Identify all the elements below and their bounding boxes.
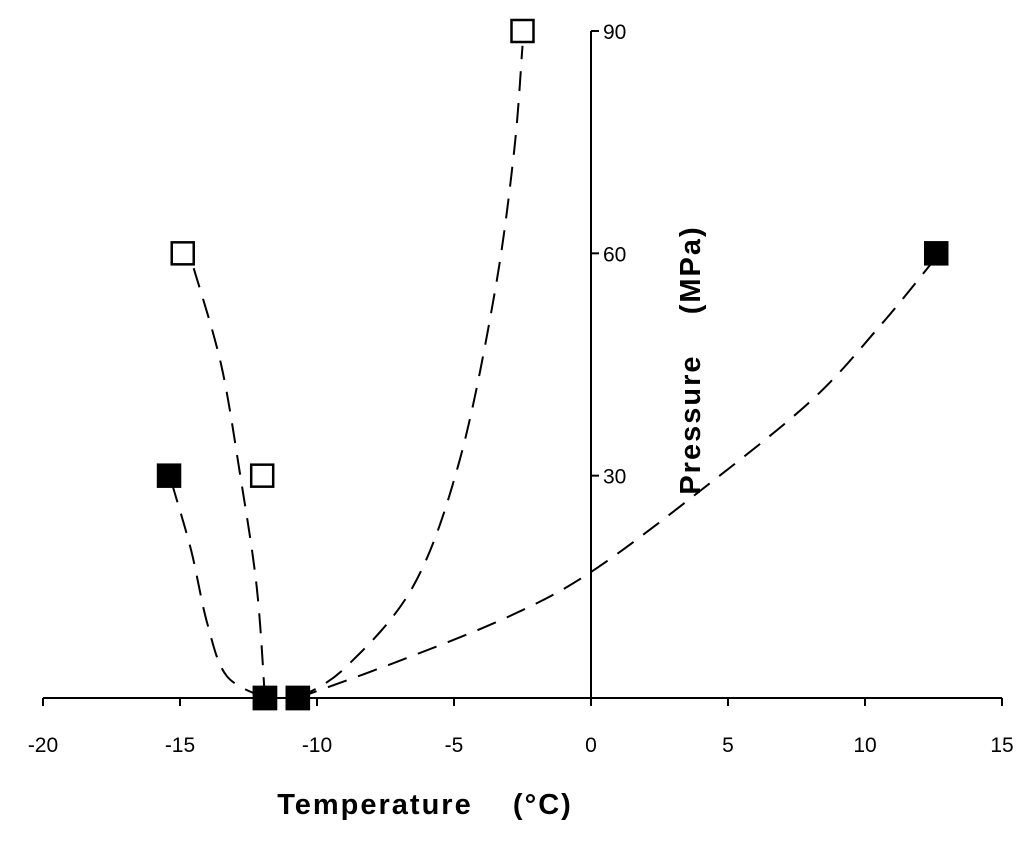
y-tick-label: 90 (603, 21, 626, 44)
x-tick-label: -5 (445, 734, 464, 757)
open-square-marker (170, 241, 195, 266)
x-axis-title: Temperature (°C) (277, 789, 573, 821)
x-tick-label: 0 (585, 734, 597, 757)
open-square-marker (510, 18, 535, 44)
x-tick-label: -10 (302, 734, 332, 757)
y-tick-label: 30 (603, 466, 626, 489)
filled-square-marker (156, 463, 182, 488)
trend-curve-3 (297, 45, 524, 699)
x-tick-label: 5 (722, 734, 734, 757)
open-square-marker (249, 463, 275, 488)
axes (43, 31, 1002, 699)
ticks: -20 -15 -10 -5 0 5 10 15 30 60 90 (28, 21, 1014, 757)
filled-square-marker (285, 685, 311, 711)
y-tick-label: 60 (603, 243, 626, 266)
x-tick-label: -15 (165, 734, 195, 757)
trend-curves (170, 45, 935, 699)
trend-curve-4 (297, 260, 935, 699)
data-markers (156, 18, 949, 711)
filled-square-marker (923, 241, 949, 266)
y-axis-title: Pressure (MPa) (675, 225, 707, 494)
x-tick-label: 15 (990, 734, 1013, 757)
trend-curve-1 (192, 267, 266, 699)
x-tick-label: 10 (853, 734, 876, 757)
filled-square-marker (252, 685, 278, 711)
x-tick-label: -20 (28, 734, 58, 757)
trend-curve-2 (170, 482, 266, 699)
